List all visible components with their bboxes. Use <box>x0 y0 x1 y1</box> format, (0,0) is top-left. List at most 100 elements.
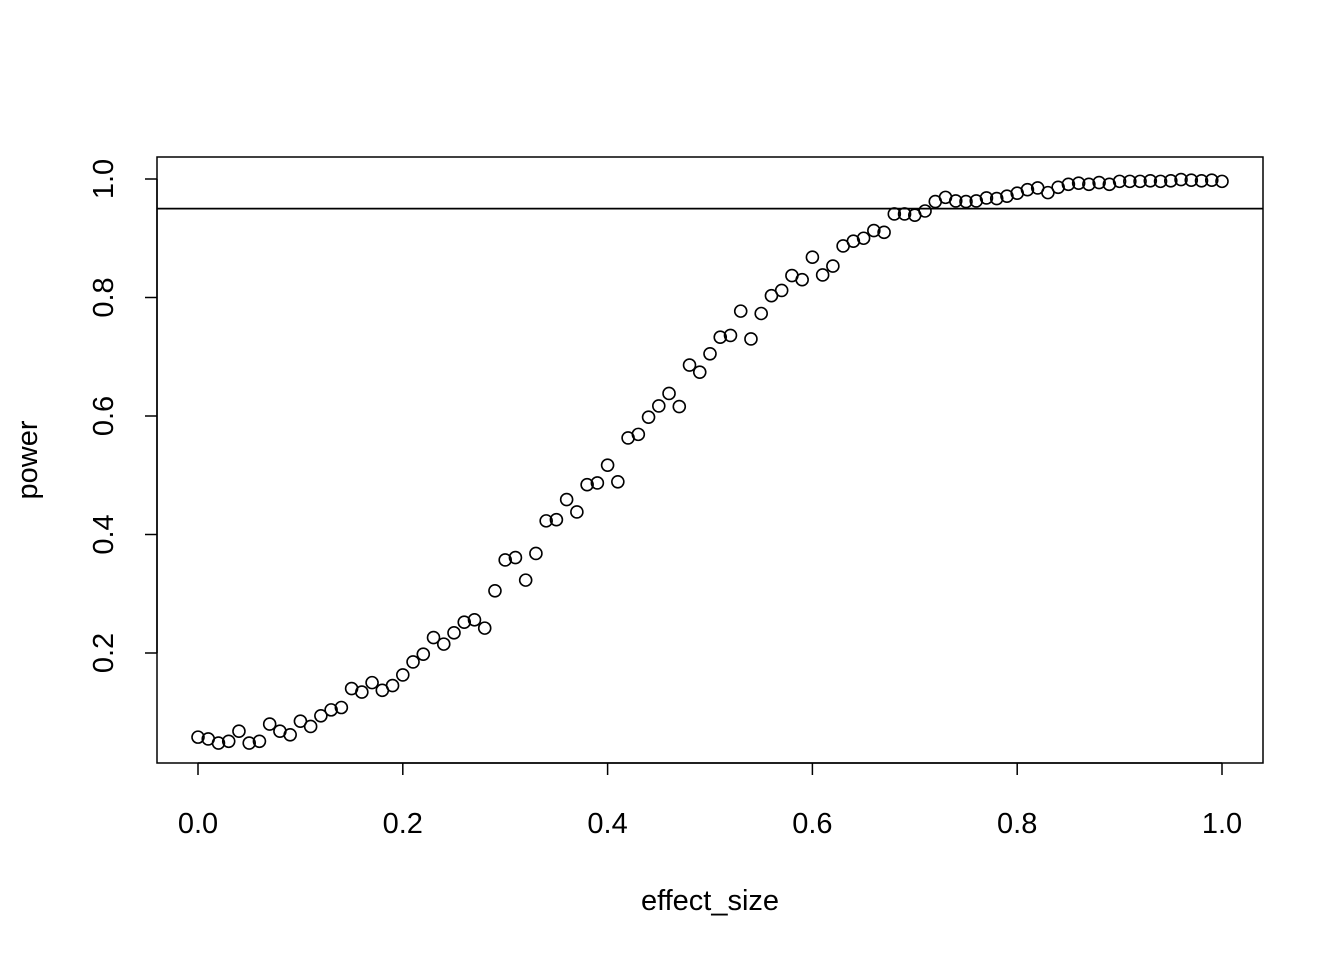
data-point <box>191 730 205 744</box>
data-point <box>1092 175 1106 190</box>
data-point <box>774 283 789 298</box>
data-point <box>283 727 297 742</box>
data-point <box>324 703 338 717</box>
data-point <box>1061 177 1076 192</box>
data-point <box>723 328 738 343</box>
data-point <box>1215 174 1229 189</box>
x-tick-label: 0.6 <box>792 808 832 840</box>
data-point <box>969 194 984 208</box>
data-point <box>651 399 666 413</box>
data-point <box>314 709 328 723</box>
data-point <box>1020 182 1035 197</box>
y-tick-label: 0.6 <box>88 396 120 436</box>
data-point <box>1133 174 1147 189</box>
data-point <box>355 685 369 699</box>
data-point <box>1051 180 1065 195</box>
data-point <box>662 386 676 401</box>
x-tick-label: 0.0 <box>178 808 218 840</box>
data-point <box>1102 177 1117 192</box>
y-tick-label: 1.0 <box>88 159 120 199</box>
data-point <box>948 194 963 208</box>
data-point <box>600 458 615 472</box>
data-point <box>406 655 420 669</box>
data-point <box>303 719 318 734</box>
data-point <box>672 399 687 414</box>
y-axis-title: power <box>12 420 44 499</box>
y-axis: 0.2 0.4 0.6 0.8 1.0 <box>88 159 158 673</box>
data-point <box>508 550 523 565</box>
data-point <box>580 477 594 492</box>
data-point <box>365 675 379 690</box>
data-point <box>1112 174 1127 189</box>
data-point <box>846 234 861 249</box>
data-point <box>416 647 431 661</box>
data-point <box>559 492 574 507</box>
data-point <box>989 191 1004 206</box>
data-point <box>242 736 256 750</box>
data-point <box>1204 173 1219 187</box>
y-tick-label: 0.4 <box>88 514 120 554</box>
data-point <box>477 621 492 635</box>
data-point <box>795 272 809 287</box>
data-point <box>1082 177 1096 192</box>
data-point <box>979 191 994 205</box>
data-point <box>436 637 451 651</box>
data-point <box>754 306 769 321</box>
data-point <box>744 332 758 346</box>
data-point <box>385 678 400 693</box>
data-point <box>611 474 625 489</box>
data-point <box>232 724 246 739</box>
data-point <box>1174 172 1188 187</box>
data-point <box>877 225 891 240</box>
data-point <box>856 231 871 246</box>
data-point <box>1041 185 1055 200</box>
data-point <box>590 476 605 490</box>
data-point <box>918 204 932 218</box>
x-tick-label: 1.0 <box>1202 808 1242 840</box>
data-point <box>1143 173 1158 188</box>
data-point <box>221 734 236 749</box>
data-point <box>395 668 410 682</box>
data-point <box>447 626 461 640</box>
data-point <box>1000 189 1014 203</box>
data-point <box>692 365 707 379</box>
data-point <box>262 717 277 731</box>
data-point <box>529 546 543 561</box>
data-point <box>570 505 584 519</box>
x-axis-title: effect_size <box>641 885 779 917</box>
data-point <box>959 194 973 209</box>
data-point <box>293 714 308 728</box>
data-point <box>805 250 820 265</box>
data-point <box>887 207 902 221</box>
data-point <box>867 223 881 238</box>
data-point <box>457 615 472 629</box>
data-point <box>426 630 441 645</box>
data-point <box>1071 176 1086 190</box>
x-tick-label: 0.2 <box>383 808 423 840</box>
data-point <box>682 358 697 372</box>
data-point <box>1194 173 1209 188</box>
data-point <box>1123 174 1137 189</box>
data-point <box>815 268 830 282</box>
y-tick-label: 0.2 <box>88 633 120 673</box>
x-tick-label: 0.4 <box>587 808 627 840</box>
data-point <box>1184 173 1199 187</box>
data-point <box>549 512 564 527</box>
plot-frame <box>156 156 1264 764</box>
data-point <box>713 330 728 344</box>
data-point <box>211 736 226 750</box>
data-point <box>498 553 513 567</box>
data-point <box>764 288 779 303</box>
data-point <box>467 613 482 627</box>
data-point <box>1164 173 1178 188</box>
x-tick-label: 0.8 <box>997 808 1037 840</box>
data-point <box>252 734 267 749</box>
data-point <box>334 700 349 715</box>
data-point <box>703 346 717 361</box>
data-point <box>733 304 748 318</box>
data-points <box>191 172 1229 750</box>
data-point <box>518 573 533 587</box>
y-tick-label: 0.8 <box>88 277 120 317</box>
data-point <box>897 207 912 221</box>
